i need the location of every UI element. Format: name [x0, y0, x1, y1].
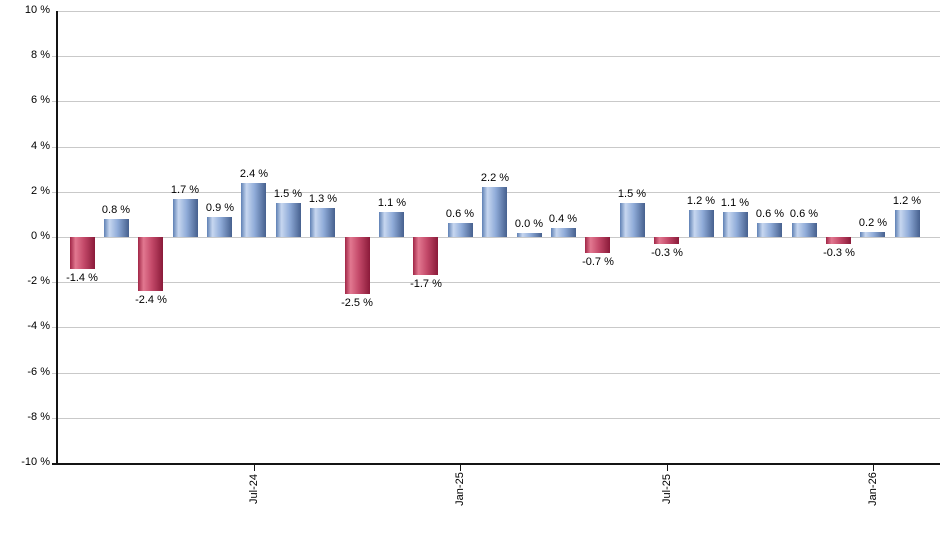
x-axis-tick-label: Jan-25 — [440, 467, 480, 511]
bar-value-label: 0.9 % — [205, 202, 235, 214]
y-axis-tick-label: 6 % — [31, 94, 50, 106]
bar — [585, 237, 610, 253]
y-axis-tick-label: -8 % — [27, 411, 50, 423]
y-gridline — [52, 418, 940, 419]
y-axis-tick-label: 10 % — [24, 4, 50, 16]
x-axis-tick-label-text: Jul-25 — [661, 474, 673, 504]
x-axis-tick-label-text: Jan-25 — [453, 472, 466, 506]
bar-value-label: 0.6 % — [445, 208, 475, 220]
bar — [860, 232, 885, 237]
bar — [379, 212, 404, 237]
bar — [276, 203, 301, 237]
bar-value-label: 1.2 % — [892, 195, 922, 207]
x-axis-tick-label-text: Jan-26 — [866, 472, 879, 506]
bar — [138, 237, 163, 291]
y-axis-tick-label: 4 % — [31, 140, 50, 152]
x-axis-tick-label: Jul-24 — [234, 467, 274, 511]
y-gridline — [52, 101, 940, 102]
bar — [345, 237, 370, 294]
bar-value-label: 1.5 % — [617, 188, 647, 200]
x-axis-line — [52, 463, 940, 465]
bar — [241, 183, 266, 237]
x-axis-tick — [667, 465, 668, 471]
bar-value-label: 1.5 % — [273, 188, 303, 200]
bar — [689, 210, 714, 237]
y-axis-tick-label: 0 % — [31, 230, 50, 242]
bar-value-label: -2.4 % — [135, 294, 167, 306]
bar — [173, 199, 198, 237]
bar — [792, 223, 817, 237]
bar-value-label: 1.7 % — [170, 184, 200, 196]
bar — [517, 233, 542, 237]
bar-value-label: -0.7 % — [582, 256, 614, 268]
bar — [826, 237, 851, 244]
bar-value-label: 0.6 % — [789, 208, 819, 220]
bar-value-label: 1.3 % — [308, 193, 338, 205]
y-gridline — [52, 327, 940, 328]
bar — [757, 223, 782, 237]
y-gridline — [52, 373, 940, 374]
bar — [413, 237, 438, 275]
bar-value-label: 0.4 % — [548, 213, 578, 225]
y-axis-tick-label: -2 % — [27, 275, 50, 287]
y-gridline — [52, 282, 940, 283]
y-axis-tick-label: 8 % — [31, 49, 50, 61]
bar-value-label: -0.3 % — [651, 247, 683, 259]
bar — [654, 237, 679, 244]
bar — [482, 187, 507, 237]
bar — [104, 219, 129, 237]
y-gridline — [52, 56, 940, 57]
y-gridline — [56, 11, 940, 12]
bar — [895, 210, 920, 237]
bar-value-label: 1.1 % — [377, 197, 407, 209]
x-axis-tick-label: Jan-26 — [853, 467, 893, 511]
bar — [310, 208, 335, 237]
y-axis-tick-label: -6 % — [27, 366, 50, 378]
x-axis-tick-label: Jul-25 — [647, 467, 687, 511]
bar-value-label: 0.8 % — [101, 204, 131, 216]
x-axis-tick — [254, 465, 255, 471]
bar-value-label: 0.2 % — [858, 217, 888, 229]
bar — [723, 212, 748, 237]
bar — [207, 217, 232, 237]
y-axis-tick-label: 2 % — [31, 185, 50, 197]
bar-value-label: -2.5 % — [341, 297, 373, 309]
y-axis-tick-label: -4 % — [27, 320, 50, 332]
bar — [551, 228, 576, 237]
bar-value-label: -0.3 % — [823, 247, 855, 259]
bar-value-label: 2.2 % — [480, 172, 510, 184]
bar-value-label: -1.7 % — [410, 278, 442, 290]
bar-value-label: -1.4 % — [66, 272, 98, 284]
y-axis-tick-label: -10 % — [21, 456, 50, 468]
y-gridline — [52, 237, 940, 238]
bar — [620, 203, 645, 237]
bar-value-label: 0.6 % — [755, 208, 785, 220]
bar-value-label: 2.4 % — [239, 168, 269, 180]
bar-value-label: 1.1 % — [720, 197, 750, 209]
x-axis-tick-label-text: Jul-24 — [248, 474, 260, 504]
y-gridline — [52, 147, 940, 148]
bar — [70, 237, 95, 269]
bar-value-label: 1.2 % — [686, 195, 716, 207]
y-axis-line — [56, 11, 58, 465]
bar-value-label: 0.0 % — [514, 218, 544, 230]
x-axis-tick — [460, 465, 461, 471]
x-axis-tick — [873, 465, 874, 471]
bar — [448, 223, 473, 237]
